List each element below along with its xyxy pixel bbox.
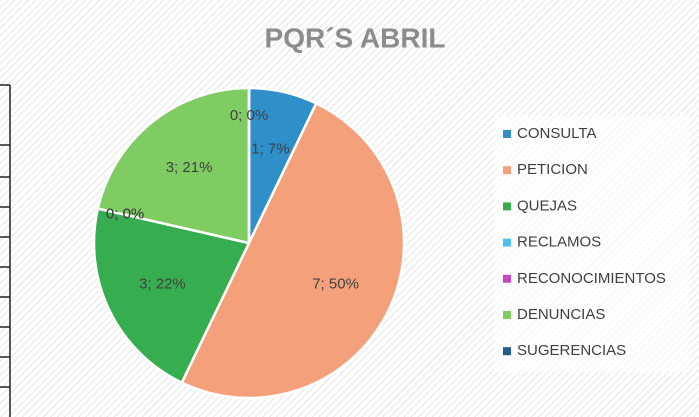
data-label: 0; 0% — [106, 206, 144, 223]
legend-label: DENUNCIAS — [517, 306, 605, 323]
legend-swatch — [503, 202, 511, 211]
legend-swatch — [503, 347, 511, 356]
data-label: 3; 22% — [139, 276, 186, 293]
legend-label: PETICION — [517, 161, 588, 178]
chart-title: PQR´S ABRIL — [265, 22, 446, 53]
data-label: 0; 0% — [106, 206, 144, 223]
legend-label: QUEJAS — [517, 197, 577, 214]
data-label: 0; 0% — [230, 107, 268, 124]
pie-slice — [96, 86, 251, 245]
legend-swatch — [503, 130, 511, 138]
legend-swatch — [503, 166, 511, 175]
legend-box — [494, 116, 690, 372]
pie-slice — [180, 101, 406, 400]
legend-label: SUGERENCIAS — [517, 342, 626, 359]
legend-label: RECONOCIMIENTOS — [517, 270, 666, 287]
legend-label: CONSULTA — [517, 125, 596, 142]
data-label: 7; 50% — [312, 276, 359, 293]
legend-swatch — [503, 311, 511, 319]
legend-swatch — [503, 238, 511, 247]
legend-label: RECLAMOS — [517, 234, 601, 251]
data-label: 3; 21% — [166, 159, 213, 176]
data-label: 1; 7% — [251, 140, 289, 157]
sheet-borders — [0, 84, 11, 417]
pie-slice — [92, 207, 251, 385]
legend-swatch — [503, 274, 511, 283]
